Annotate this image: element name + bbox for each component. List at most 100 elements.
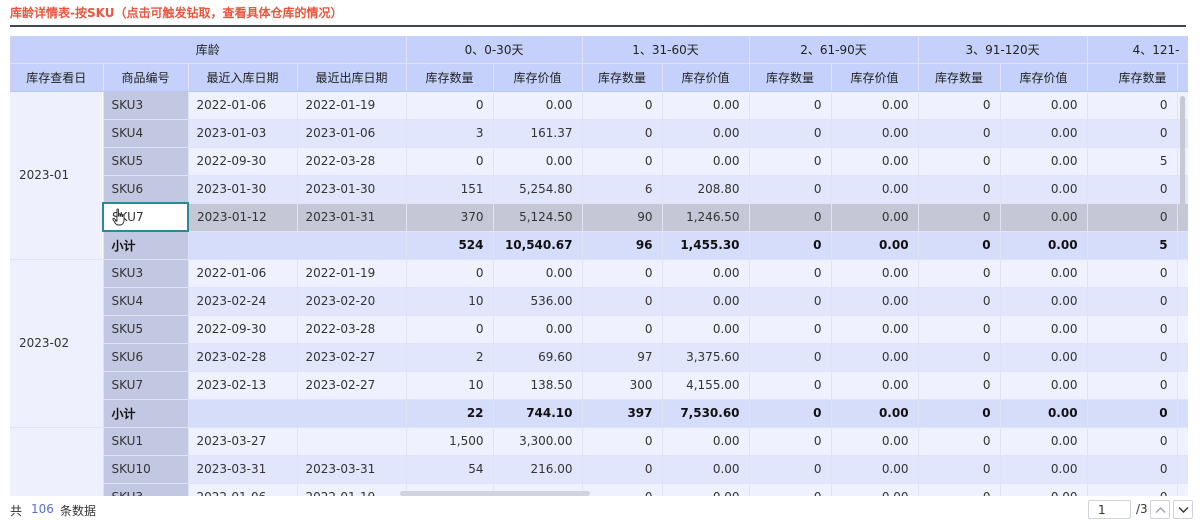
qty-cell[interactable]: 0 bbox=[749, 455, 832, 484]
value-cell[interactable]: 5,254.80 bbox=[493, 175, 583, 204]
qty-cell[interactable]: 0 bbox=[1087, 119, 1178, 148]
qty-cell[interactable]: 0 bbox=[1087, 483, 1178, 496]
last-in-date-cell[interactable]: 2023-01-03 bbox=[188, 119, 298, 148]
qty-cell[interactable]: 10 bbox=[406, 287, 494, 316]
last-in-date-cell[interactable]: 2023-03-31 bbox=[188, 455, 298, 484]
subtotal-qty-cell[interactable]: 0 bbox=[749, 399, 832, 428]
qty-cell[interactable]: 0 bbox=[749, 91, 832, 120]
value-cell[interactable]: 0.00 bbox=[1000, 203, 1088, 232]
qty-cell[interactable]: 0 bbox=[406, 315, 494, 344]
subtotal-value-cell[interactable]: 10,540.67 bbox=[493, 231, 583, 260]
qty-cell[interactable]: 0 bbox=[582, 483, 663, 496]
value-cell[interactable]: 0.00 bbox=[831, 119, 919, 148]
horizontal-scrollbar[interactable] bbox=[400, 491, 590, 496]
subtotal-value-cell[interactable]: 0.00 bbox=[1000, 231, 1088, 260]
subtotal-qty-cell[interactable]: 397 bbox=[582, 399, 663, 428]
qty-cell[interactable]: 0 bbox=[749, 315, 832, 344]
last-in-date-cell[interactable]: 2022-01-06 bbox=[188, 91, 298, 120]
subtotal-qty-cell[interactable]: 5 bbox=[1087, 231, 1178, 260]
value-cell[interactable]: 0.00 bbox=[1000, 259, 1088, 288]
value-cell[interactable]: 0.00 bbox=[831, 91, 919, 120]
value-cell[interactable]: 0.00 bbox=[1000, 483, 1088, 496]
qty-cell[interactable]: 2 bbox=[406, 343, 494, 372]
sku-cell[interactable]: SKU6 bbox=[103, 343, 189, 372]
page-number-input[interactable] bbox=[1088, 500, 1131, 519]
qty-cell[interactable]: 0 bbox=[918, 427, 1001, 456]
value-cell[interactable]: 0.00 bbox=[1000, 315, 1088, 344]
last-in-date-cell[interactable]: 2023-01-30 bbox=[188, 175, 298, 204]
header-bucket[interactable]: 2、61-90天 bbox=[749, 36, 919, 64]
last-out-date-cell[interactable]: 2023-02-20 bbox=[297, 287, 407, 316]
qty-cell[interactable]: 3 bbox=[406, 119, 494, 148]
last-out-date-cell[interactable]: 2022-03-28 bbox=[297, 315, 407, 344]
last-out-date-cell[interactable]: 2023-03-31 bbox=[297, 455, 407, 484]
table-row[interactable]: SKU5 2022-09-30 2022-03-28 0 0.00 0 0.00 0 0.00 0… bbox=[10, 147, 1188, 176]
qty-cell[interactable]: 0 bbox=[582, 315, 663, 344]
header-value[interactable]: 库存价值 bbox=[493, 63, 583, 92]
value-cell[interactable]: 0.00 bbox=[662, 455, 750, 484]
value-cell[interactable]: 0.00 bbox=[831, 483, 919, 496]
qty-cell[interactable]: 0 bbox=[582, 455, 663, 484]
qty-cell[interactable]: 0 bbox=[1087, 371, 1178, 400]
last-out-date-cell[interactable]: 2022-01-19 bbox=[297, 91, 407, 120]
value-cell[interactable]: 0.00 bbox=[1000, 147, 1088, 176]
last-out-date-cell[interactable] bbox=[297, 427, 407, 456]
last-in-date-cell[interactable]: 2022-09-30 bbox=[188, 315, 298, 344]
table-row[interactable]: SKU4 2023-01-03 2023-01-06 3 161.37 0 0.00 0 0.0… bbox=[10, 119, 1188, 148]
table-row[interactable]: SKU6 2023-01-30 2023-01-30 151 5,254.80 6 208.… bbox=[10, 175, 1188, 204]
subtotal-value-cell[interactable]: 0.00 bbox=[1000, 399, 1088, 428]
last-in-date-cell[interactable]: 2022-01-06 bbox=[188, 483, 298, 496]
qty-cell[interactable]: 0 bbox=[406, 91, 494, 120]
inventory-table-container[interactable]: 库龄 0、0-30天 1、31-60天 2、61-90天 3、91-120天 4… bbox=[10, 36, 1188, 496]
qty-cell[interactable]: 97 bbox=[582, 343, 663, 372]
qty-cell[interactable]: 0 bbox=[1087, 343, 1178, 372]
qty-cell[interactable]: 0 bbox=[582, 119, 663, 148]
value-cell[interactable]: 3,300.00 bbox=[493, 427, 583, 456]
header-sku[interactable]: 商品编号 bbox=[103, 63, 189, 92]
value-cell[interactable]: 0.00 bbox=[662, 259, 750, 288]
qty-cell[interactable]: 0 bbox=[749, 259, 832, 288]
qty-cell[interactable]: 0 bbox=[406, 147, 494, 176]
qty-cell[interactable]: 0 bbox=[582, 147, 663, 176]
qty-cell[interactable]: 5 bbox=[1087, 147, 1178, 176]
sku-cell[interactable]: SKU1 bbox=[103, 427, 189, 456]
qty-cell[interactable]: 54 bbox=[406, 455, 494, 484]
value-cell[interactable]: 0.00 bbox=[493, 315, 583, 344]
last-in-date-cell[interactable]: 2022-09-30 bbox=[188, 147, 298, 176]
subtotal-value-cell[interactable]: 7,530.60 bbox=[662, 399, 750, 428]
qty-cell[interactable]: 6 bbox=[582, 175, 663, 204]
value-cell[interactable]: 0.00 bbox=[831, 175, 919, 204]
qty-cell[interactable]: 0 bbox=[582, 91, 663, 120]
header-value[interactable]: 库存价值 bbox=[1000, 63, 1088, 92]
header-value[interactable] bbox=[1177, 63, 1188, 92]
last-in-date-cell[interactable]: 2023-03-27 bbox=[188, 427, 298, 456]
value-cell[interactable]: 1,246.50 bbox=[662, 203, 750, 232]
qty-cell[interactable]: 90 bbox=[582, 203, 663, 232]
qty-cell[interactable]: 0 bbox=[406, 259, 494, 288]
value-cell[interactable]: 0.00 bbox=[662, 483, 750, 496]
qty-cell[interactable]: 0 bbox=[918, 371, 1001, 400]
last-out-date-cell[interactable]: 2023-01-30 bbox=[297, 175, 407, 204]
table-row[interactable]: 2023-01 SKU3 2022-01-06 2022-01-19 0 0.00 0 0.0… bbox=[10, 91, 1188, 260]
qty-cell[interactable]: 300 bbox=[582, 371, 663, 400]
qty-cell[interactable]: 0 bbox=[749, 203, 832, 232]
table-row[interactable]: SKU10 2023-03-31 2023-03-31 54 216.00 0 0.00 0 0… bbox=[10, 455, 1188, 484]
subtotal-row[interactable]: 小计 524 10,540.67 96 1,455.30 0 0.00 0 0.00 5 bbox=[10, 231, 1188, 260]
qty-cell[interactable]: 0 bbox=[749, 483, 832, 496]
value-cell[interactable]: 0.00 bbox=[662, 119, 750, 148]
qty-cell[interactable]: 0 bbox=[1087, 455, 1178, 484]
qty-cell[interactable]: 0 bbox=[749, 427, 832, 456]
qty-cell[interactable]: 0 bbox=[749, 343, 832, 372]
last-out-date-cell[interactable]: 2022-03-28 bbox=[297, 147, 407, 176]
header-value[interactable]: 库存价值 bbox=[831, 63, 919, 92]
value-cell[interactable]: 0.00 bbox=[1000, 91, 1088, 120]
qty-cell[interactable]: 0 bbox=[749, 287, 832, 316]
qty-cell[interactable]: 0 bbox=[1087, 315, 1178, 344]
qty-cell[interactable]: 0 bbox=[918, 315, 1001, 344]
value-cell[interactable]: 0.00 bbox=[831, 315, 919, 344]
value-cell[interactable]: 0.00 bbox=[831, 427, 919, 456]
qty-cell[interactable]: 0 bbox=[582, 259, 663, 288]
qty-cell[interactable]: 0 bbox=[918, 343, 1001, 372]
stock-date-cell[interactable]: 2023-01 bbox=[10, 91, 104, 260]
subtotal-qty-cell[interactable]: 0 bbox=[918, 231, 1001, 260]
